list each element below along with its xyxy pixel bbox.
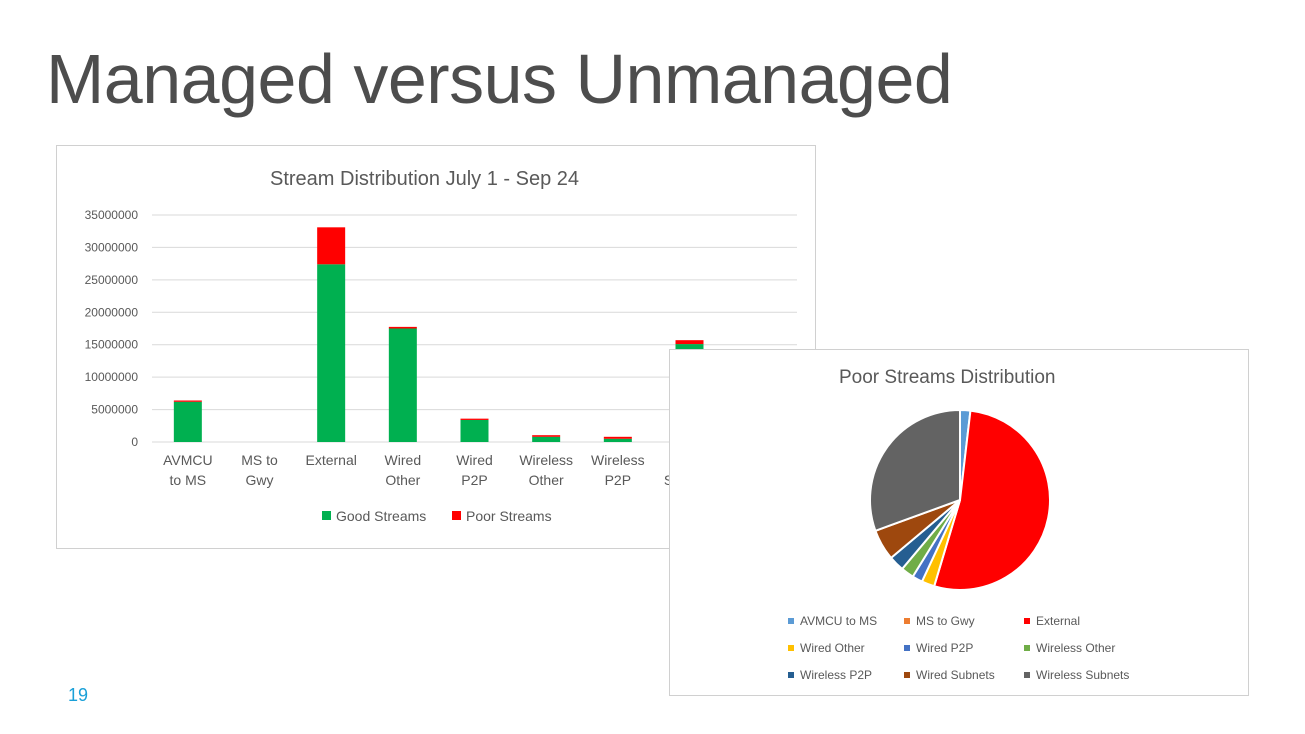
pie-legend-swatch [788, 618, 794, 624]
pie-legend-swatch [904, 618, 910, 624]
pie-slice [869, 408, 961, 533]
legend-label: Good Streams [336, 508, 426, 524]
pie-legend-swatch [904, 672, 910, 678]
bar-good-streams [173, 401, 202, 442]
x-tick-label: MS to [241, 452, 278, 468]
pie-legend-label: Wireless P2P [800, 668, 872, 682]
slide-title: Managed versus Unmanaged [46, 40, 953, 118]
x-tick-label: Wireless [519, 452, 573, 468]
bar-poor-streams [317, 227, 346, 265]
bar-good-streams [317, 264, 346, 442]
pie-legend-label: MS to Gwy [916, 614, 975, 628]
x-tick-label: AVMCU [163, 452, 213, 468]
x-tick-label: Wired [456, 452, 493, 468]
bar-good-streams [532, 436, 561, 442]
bar-poor-streams [460, 418, 489, 420]
y-tick-label: 15000000 [85, 338, 139, 352]
bar-chart-title: Stream Distribution July 1 - Sep 24 [270, 168, 579, 190]
pie-legend-swatch [1024, 672, 1030, 678]
y-tick-label: 0 [131, 435, 138, 449]
pie-legend-swatch [1024, 645, 1030, 651]
x-tick-label: P2P [461, 472, 487, 488]
x-tick-label: Gwy [246, 472, 274, 488]
legend-swatch [452, 511, 461, 520]
pie-legend-label: Wireless Other [1036, 641, 1115, 655]
x-tick-label: Other [385, 472, 420, 488]
pie-chart-title: Poor Streams Distribution [839, 367, 1055, 388]
pie-chart-svg: Poor Streams Distribution AVMCU to MS MS t… [788, 367, 1129, 682]
y-tick-label: 35000000 [85, 208, 139, 222]
x-tick-label: to MS [170, 472, 207, 488]
stream-distribution-chart: Stream Distribution July 1 - Sep 24 0 5000… [56, 145, 816, 549]
pie-slice [932, 409, 1051, 591]
poor-streams-chart: Poor Streams Distribution AVMCU to MS MS t… [669, 349, 1249, 696]
bar-poor-streams [675, 340, 704, 345]
x-tick-label: Wired [385, 452, 422, 468]
pie-legend-label: Wireless Subnets [1036, 668, 1129, 682]
bar-poor-streams [603, 436, 632, 439]
legend-label: Poor Streams [466, 508, 552, 524]
y-tick-label: 5000000 [91, 403, 138, 417]
pie-legend-swatch [1024, 618, 1030, 624]
pie-legend-label: Wired Other [800, 641, 865, 655]
pie-legend-swatch [904, 645, 910, 651]
pie-legend-swatch [788, 672, 794, 678]
bar-poor-streams [173, 400, 202, 402]
x-tick-label: Other [529, 472, 564, 488]
x-tick-label: P2P [605, 472, 631, 488]
pie-legend-swatch [788, 645, 794, 651]
y-tick-label: 25000000 [85, 273, 139, 287]
legend-swatch [322, 511, 331, 520]
x-tick-label: External [305, 452, 356, 468]
pie-legend-label: Wired P2P [916, 641, 973, 655]
bar-good-streams [388, 328, 417, 442]
bar-poor-streams [388, 326, 417, 329]
pie-legend-label: AVMCU to MS [800, 614, 877, 628]
pie-legend-label: External [1036, 614, 1080, 628]
x-tick-label: Wireless [591, 452, 645, 468]
y-tick-label: 20000000 [85, 305, 139, 319]
pie-legend-label: Wired Subnets [916, 668, 995, 682]
bar-good-streams [460, 419, 489, 442]
bar-poor-streams [532, 435, 561, 437]
bar-good-streams [603, 438, 632, 442]
y-tick-label: 30000000 [85, 240, 139, 254]
page-number: 19 [68, 685, 89, 705]
y-tick-label: 10000000 [85, 370, 139, 384]
